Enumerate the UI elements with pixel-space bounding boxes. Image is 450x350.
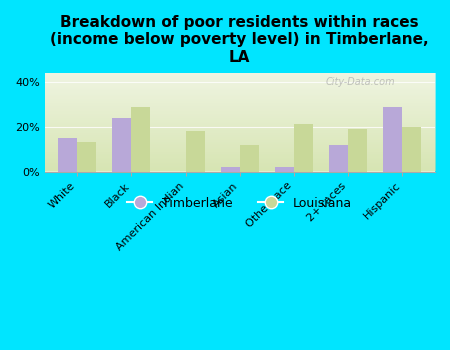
Bar	[383, 106, 402, 172]
Bar	[58, 138, 77, 172]
Legend: Timberlane, Louisiana: Timberlane, Louisiana	[122, 191, 357, 215]
Bar	[402, 127, 422, 172]
Title: Breakdown of poor residents within races
(income below poverty level) in Timberl: Breakdown of poor residents within races…	[50, 15, 429, 65]
Bar	[112, 118, 131, 172]
Bar	[77, 142, 96, 172]
Bar	[329, 145, 348, 172]
Text: City-Data.com: City-Data.com	[326, 77, 395, 87]
Bar	[185, 131, 205, 172]
Bar	[240, 145, 259, 172]
Bar	[348, 129, 367, 172]
Bar	[275, 167, 294, 172]
Bar	[221, 167, 240, 172]
Bar	[131, 106, 150, 172]
Bar	[294, 125, 313, 172]
